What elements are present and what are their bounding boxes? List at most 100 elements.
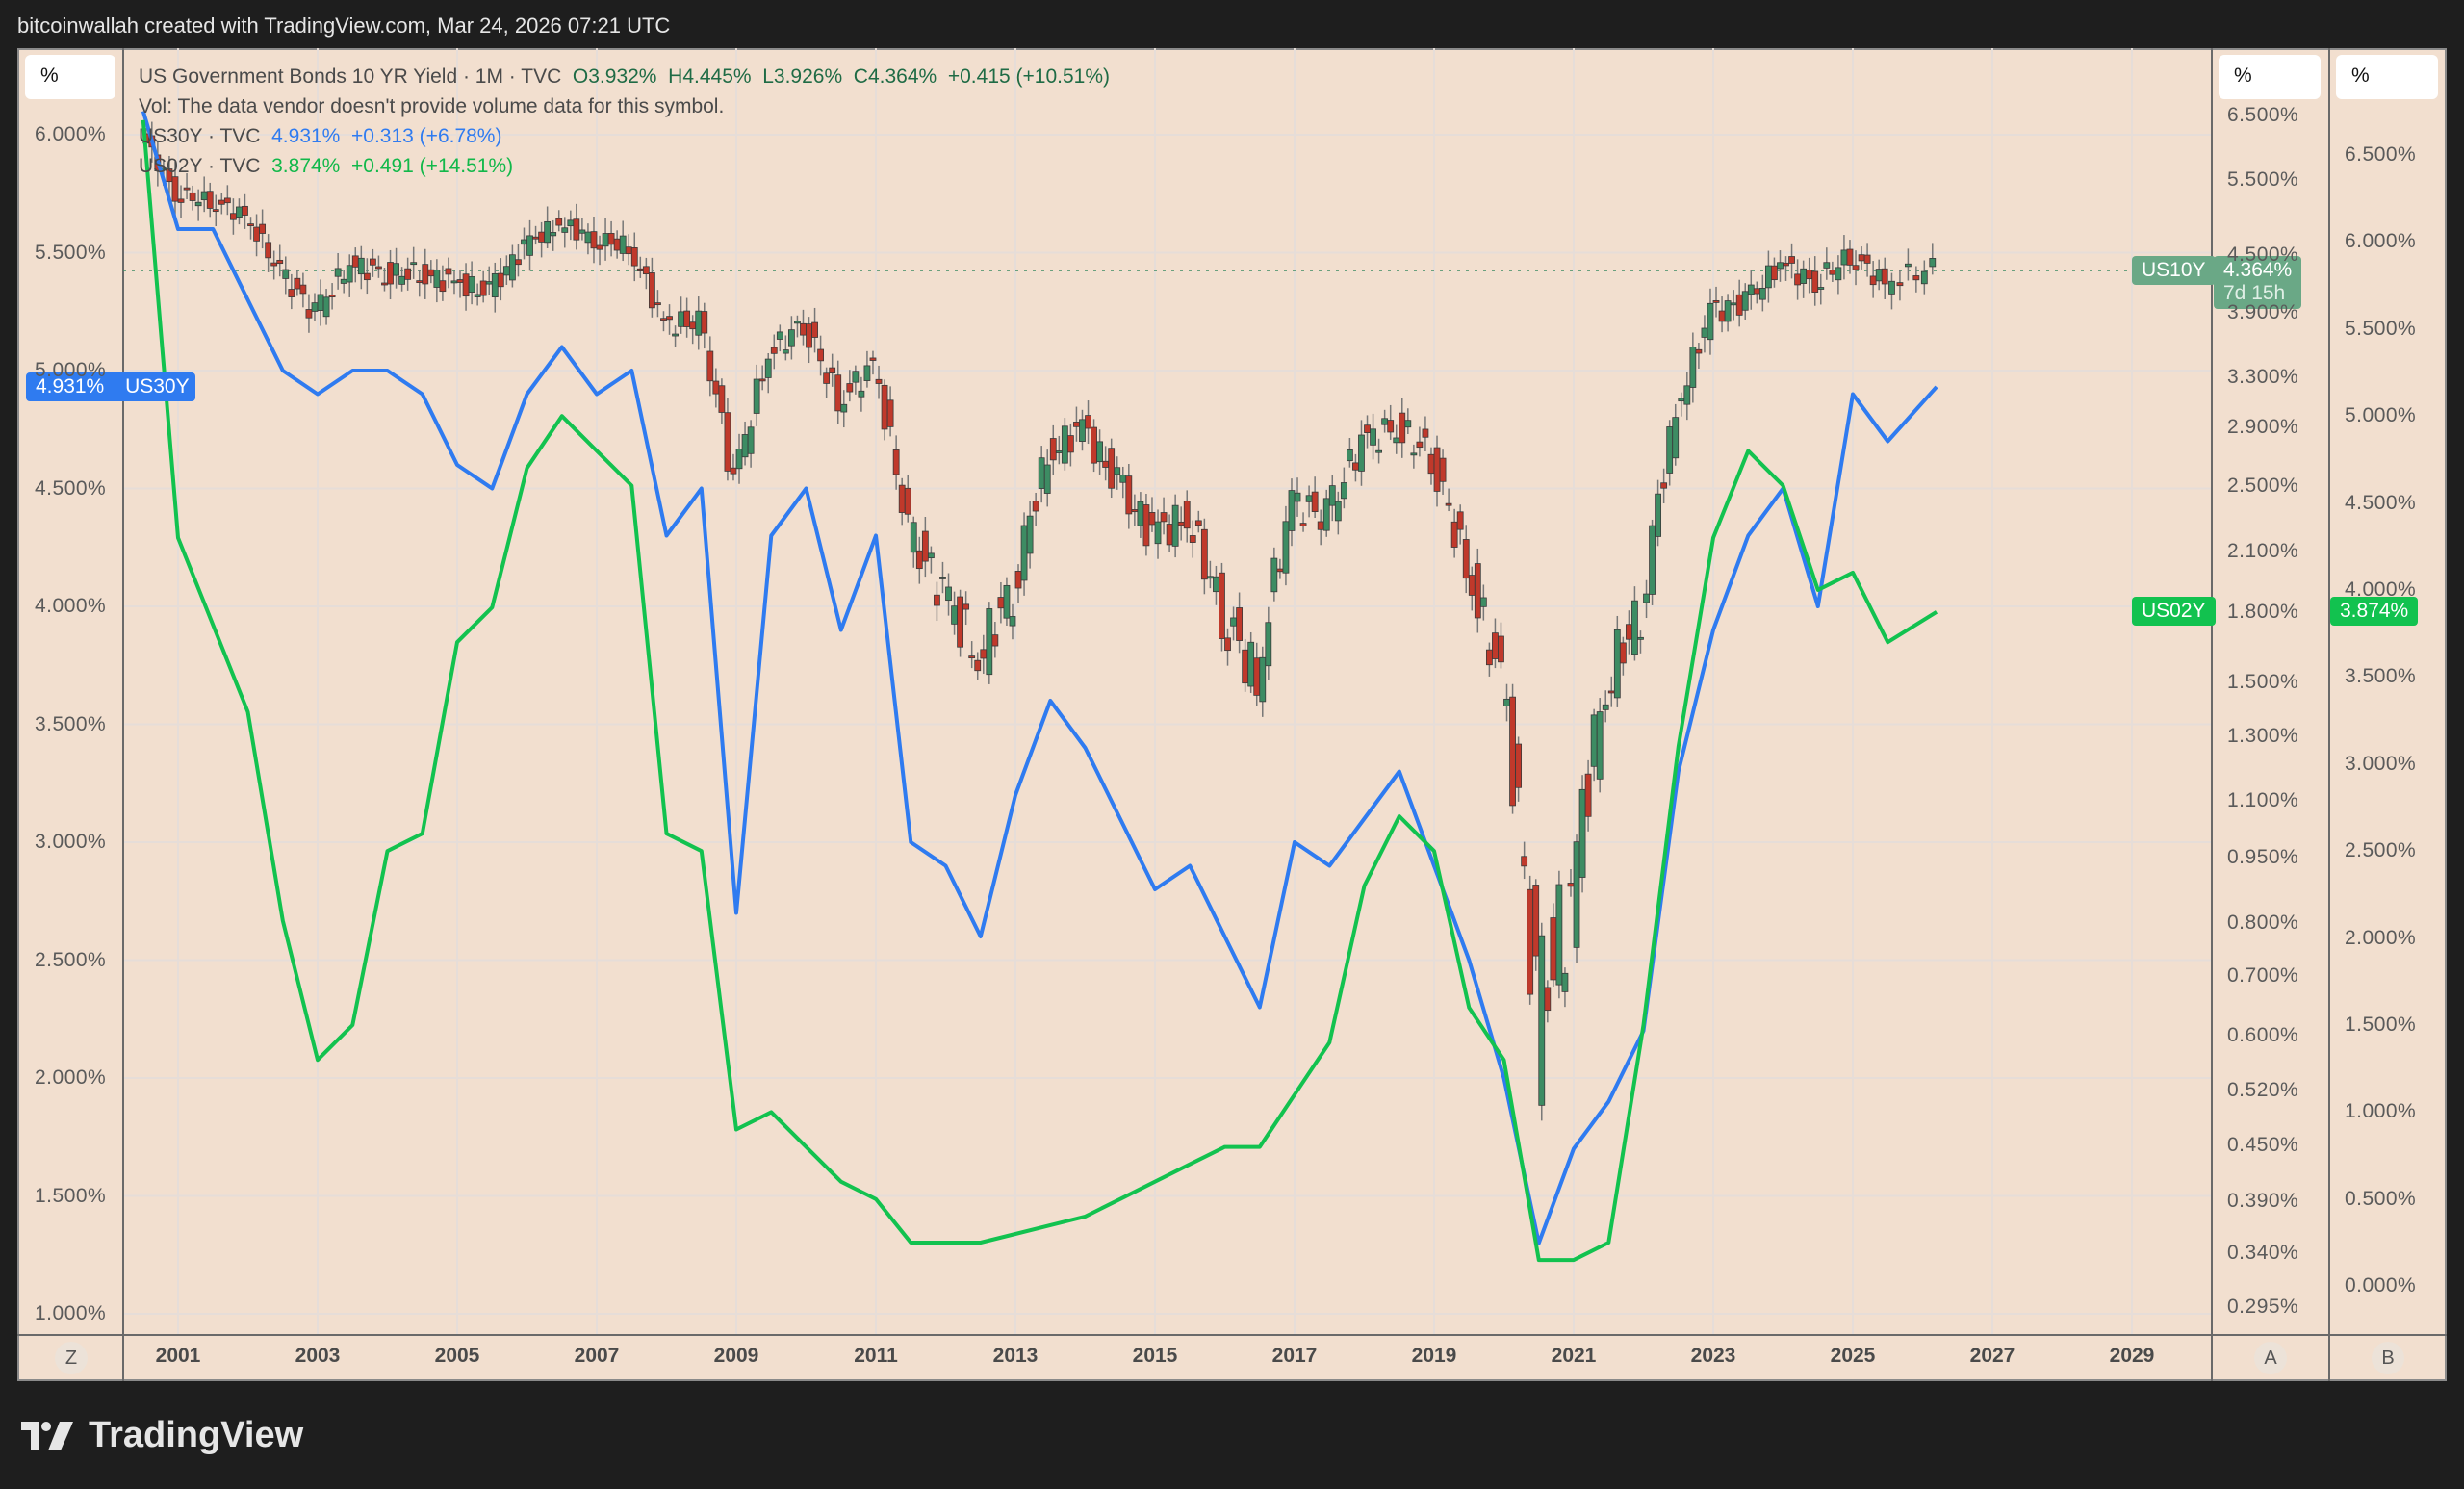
axis-a-tick: 1.500% xyxy=(2227,671,2299,693)
main-symbol-title[interactable]: US Government Bonds 10 YR Yield · 1M · T… xyxy=(139,65,562,88)
axis-b-tick: 3.500% xyxy=(2345,665,2417,688)
axis-a-tick: 6.500% xyxy=(2227,104,2299,126)
axis-a-auto-button[interactable]: A xyxy=(2254,1342,2287,1374)
us30y-label[interactable]: US30Y · TVC xyxy=(139,125,261,147)
left-axis-tick: 6.000% xyxy=(35,123,107,145)
axis-b-tick: 6.500% xyxy=(2345,143,2417,166)
time-axis-tick: 2015 xyxy=(1132,1345,1178,1367)
us02y-label[interactable]: US02Y · TVC xyxy=(139,155,261,177)
legend-us30y: US30Y · TVC 4.931% +0.313 (+6.78%) xyxy=(139,121,1110,151)
left-axis-tick: 5.500% xyxy=(35,241,107,264)
axis-b-tick: 6.000% xyxy=(2345,230,2417,253)
axis-a-tick: 3.300% xyxy=(2227,366,2299,388)
legend-main: US Government Bonds 10 YR Yield · 1M · T… xyxy=(139,62,1110,91)
axis-b-auto-button[interactable]: B xyxy=(2372,1342,2404,1374)
time-axis-tick: 2023 xyxy=(1690,1345,1736,1367)
time-axis-tick: 2007 xyxy=(574,1345,620,1367)
axis-b-tick: 0.000% xyxy=(2345,1274,2417,1297)
axis-b-tick: 2.500% xyxy=(2345,839,2417,862)
time-axis-tick: 2025 xyxy=(1830,1345,1876,1367)
axis-a-tick: 0.800% xyxy=(2227,911,2299,934)
axis-b-tick: 1.000% xyxy=(2345,1100,2417,1123)
time-axis-tick: 2019 xyxy=(1411,1345,1457,1367)
us02y-change: +0.491 (+14.51%) xyxy=(351,155,514,177)
us02y-price-tag: 3.874% xyxy=(2330,597,2419,626)
volume-note: Vol: The data vendor doesn't provide vol… xyxy=(139,95,725,117)
axis-b-tick: 3.000% xyxy=(2345,752,2417,775)
us02y-line xyxy=(141,119,1938,1263)
us30y-price-tag: 4.931% US30Y xyxy=(26,372,195,401)
zoom-reset-button[interactable]: Z xyxy=(55,1342,88,1374)
time-axis-tick: 2017 xyxy=(1271,1345,1318,1367)
axis-a-tick: 0.450% xyxy=(2227,1134,2299,1156)
ohlc-low: L3.926% xyxy=(762,65,843,88)
axis-a-tick: 0.340% xyxy=(2227,1242,2299,1264)
left-axis-tick: 4.000% xyxy=(35,595,107,617)
time-axis-tick: 2009 xyxy=(713,1345,759,1367)
us30y-line xyxy=(141,110,1938,1245)
ohlc-open: O3.932% xyxy=(572,65,657,88)
left-axis-unit-button[interactable]: % xyxy=(25,55,116,99)
axis-a-tick: 1.800% xyxy=(2227,601,2299,623)
axis-a-tick: 5.500% xyxy=(2227,168,2299,191)
time-axis-tick: 2027 xyxy=(1969,1345,2015,1367)
us10y-price-tag: 4.364% 7d 15h xyxy=(2214,256,2302,309)
axis-a-tick: 0.950% xyxy=(2227,846,2299,868)
legend: US Government Bonds 10 YR Yield · 1M · T… xyxy=(139,62,1110,181)
us30y-change: +0.313 (+6.78%) xyxy=(351,125,502,147)
left-axis-tick: 3.500% xyxy=(35,712,107,735)
axis-b-tick: 1.500% xyxy=(2345,1014,2417,1036)
left-axis-tick: 3.000% xyxy=(35,831,107,853)
tradingview-logo[interactable]: TradingView xyxy=(21,1415,303,1456)
axis-b-tick: 4.500% xyxy=(2345,491,2417,514)
ohlc-change: +0.415 (+10.51%) xyxy=(947,65,1110,88)
axis-a-tick: 2.100% xyxy=(2227,540,2299,562)
axis-a-tick: 0.600% xyxy=(2227,1024,2299,1046)
us02y-name-tag: US02Y xyxy=(2132,597,2216,626)
us10y-name-tag: US10Y xyxy=(2132,256,2216,285)
left-axis-tick: 2.000% xyxy=(35,1066,107,1089)
us30y-tag-value: 4.931% xyxy=(36,375,105,398)
left-axis-tick: 5.000% xyxy=(35,359,107,381)
tradingview-logo-icon xyxy=(21,1421,73,1450)
axis-b-tick: 4.000% xyxy=(2345,578,2417,601)
us30y-value: 4.931% xyxy=(271,125,341,147)
axis-b-tick: 5.000% xyxy=(2345,404,2417,427)
us10y-countdown: 7d 15h xyxy=(2223,282,2286,304)
axis-a-tick: 0.390% xyxy=(2227,1190,2299,1212)
us02y-value: 3.874% xyxy=(271,155,341,177)
attribution-text: bitcoinwallah created with TradingView.c… xyxy=(17,13,671,38)
axis-a-tick: 2.500% xyxy=(2227,475,2299,497)
ohlc-high: H4.445% xyxy=(668,65,752,88)
axis-a-tick: 0.295% xyxy=(2227,1296,2299,1318)
axis-a-tick: 4.500% xyxy=(2227,244,2299,266)
left-axis-tick: 1.000% xyxy=(35,1302,107,1324)
time-axis-tick: 2011 xyxy=(854,1345,898,1367)
axis-b-unit-button[interactable]: % xyxy=(2336,55,2438,99)
time-axis-tick: 2013 xyxy=(992,1345,1039,1367)
axis-a-tick: 1.100% xyxy=(2227,789,2299,811)
axis-a-tick: 0.520% xyxy=(2227,1079,2299,1101)
axis-b-tick: 5.500% xyxy=(2345,317,2417,340)
us10y-tag-value: 4.364% xyxy=(2223,259,2293,281)
axis-a-tick: 1.300% xyxy=(2227,725,2299,747)
ohlc-close: C4.364% xyxy=(853,65,937,88)
left-axis-tick: 2.500% xyxy=(35,948,107,971)
tradingview-brand: TradingView xyxy=(89,1415,304,1455)
axis-a-tick: 0.700% xyxy=(2227,964,2299,987)
axis-a-tick: 2.900% xyxy=(2227,416,2299,438)
time-axis-tick: 2005 xyxy=(434,1345,480,1367)
legend-us02y: US02Y · TVC 3.874% +0.491 (+14.51%) xyxy=(139,151,1110,181)
axis-b-tick: 2.000% xyxy=(2345,926,2417,949)
axis-a-unit-button[interactable]: % xyxy=(2219,55,2321,99)
axis-b-tick: 0.500% xyxy=(2345,1187,2417,1210)
time-axis-tick: 2021 xyxy=(1551,1345,1597,1367)
us30y-tag-name: US30Y xyxy=(125,375,190,398)
time-axis-tick: 2001 xyxy=(155,1345,201,1367)
time-axis-tick: 2029 xyxy=(2109,1345,2155,1367)
left-axis-tick: 1.500% xyxy=(35,1184,107,1207)
us10y-candles xyxy=(142,121,1937,1121)
grid-lines xyxy=(123,48,2212,1335)
axis-a-tick: 3.900% xyxy=(2227,301,2299,323)
